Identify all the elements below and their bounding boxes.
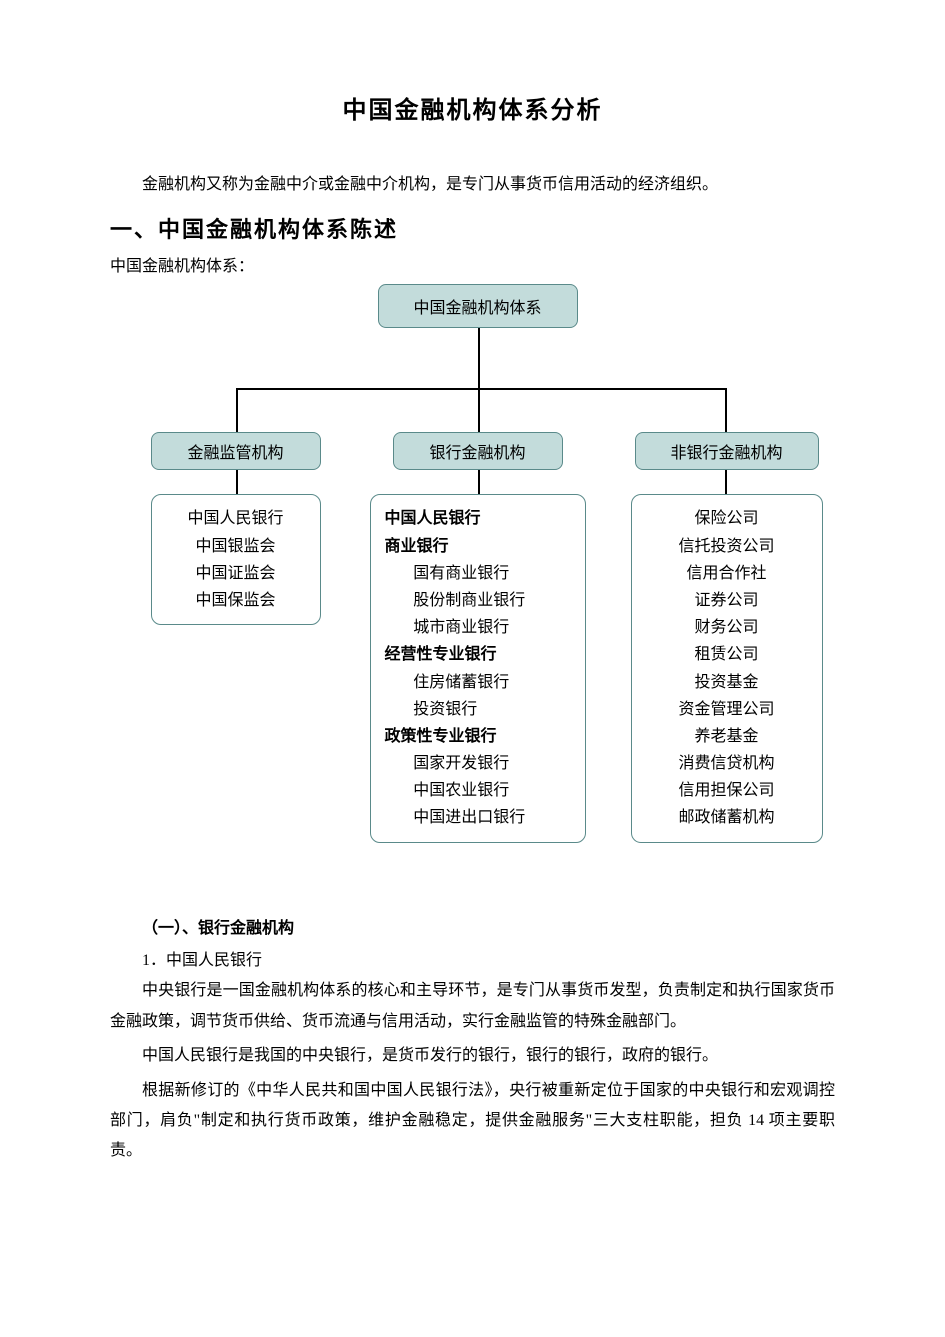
chart-leaf-line: 信用担保公司 — [646, 777, 808, 804]
chart-leaf-line: 信用合作社 — [646, 560, 808, 587]
chart-leaf-line: 中国银监会 — [166, 533, 306, 560]
chart-leaf-line: 中国人民银行 — [166, 505, 306, 532]
chart-leaf-box: 中国人民银行商业银行国有商业银行股份制商业银行城市商业银行经营性专业银行住房储蓄… — [370, 494, 586, 842]
subsection-heading: （一）、银行金融机构 — [110, 914, 835, 938]
org-chart: 中国金融机构体系金融监管机构银行金融机构非银行金融机构中国人民银行中国银监会中国… — [113, 284, 833, 874]
document-title: 中国金融机构体系分析 — [110, 90, 835, 125]
list-item-1: 1．中国人民银行 — [110, 946, 835, 970]
heading-1: 一、中国金融机构体系陈述 — [110, 212, 835, 244]
chart-leaf-line: 信托投资公司 — [646, 533, 808, 560]
paragraph-1: 中央银行是一国金融机构体系的核心和主导环节，是专门从事货币发型，负责制定和执行国… — [110, 976, 835, 1037]
chart-connector — [236, 470, 238, 494]
intro-subtext: 中国金融机构体系： — [110, 252, 835, 276]
chart-leaf-line: 股份制商业银行 — [385, 587, 571, 614]
chart-leaf-line: 住房储蓄银行 — [385, 669, 571, 696]
chart-connector — [236, 388, 238, 432]
chart-connector — [478, 388, 480, 432]
chart-leaf-line: 国家开发银行 — [385, 750, 571, 777]
chart-connector — [725, 388, 727, 432]
chart-leaf-line: 国有商业银行 — [385, 560, 571, 587]
chart-leaf-line: 投资银行 — [385, 696, 571, 723]
chart-leaf-line: 财务公司 — [646, 614, 808, 641]
chart-connector — [478, 328, 480, 388]
chart-leaf-line: 商业银行 — [385, 533, 571, 560]
chart-leaf-line: 政策性专业银行 — [385, 723, 571, 750]
chart-leaf-line: 中国进出口银行 — [385, 804, 571, 831]
chart-leaf-line: 保险公司 — [646, 505, 808, 532]
chart-leaf-line: 证券公司 — [646, 587, 808, 614]
chart-branch-node: 金融监管机构 — [151, 432, 321, 470]
chart-leaf-line: 邮政储蓄机构 — [646, 804, 808, 831]
chart-leaf-line: 租赁公司 — [646, 641, 808, 668]
chart-root-node: 中国金融机构体系 — [378, 284, 578, 328]
chart-branch-node: 非银行金融机构 — [635, 432, 819, 470]
chart-connector — [478, 470, 480, 494]
chart-leaf-line: 中国农业银行 — [385, 777, 571, 804]
chart-leaf-line: 投资基金 — [646, 669, 808, 696]
paragraph-2: 中国人民银行是我国的中央银行，是货币发行的银行，银行的银行，政府的银行。 — [110, 1041, 835, 1071]
intro-text: 金融机构又称为金融中介或金融中介机构，是专门从事货币信用活动的经济组织。 — [110, 170, 835, 200]
chart-connector — [725, 470, 727, 494]
chart-leaf-line: 消费信贷机构 — [646, 750, 808, 777]
chart-leaf-line: 经营性专业银行 — [385, 641, 571, 668]
chart-leaf-line: 资金管理公司 — [646, 696, 808, 723]
chart-leaf-line: 中国保监会 — [166, 587, 306, 614]
chart-leaf-line: 中国人民银行 — [385, 505, 571, 532]
chart-leaf-line: 养老基金 — [646, 723, 808, 750]
chart-branch-node: 银行金融机构 — [393, 432, 563, 470]
chart-leaf-box: 保险公司信托投资公司信用合作社证券公司财务公司租赁公司投资基金资金管理公司养老基… — [631, 494, 823, 842]
paragraph-3: 根据新修订的《中华人民共和国中国人民银行法》，央行被重新定位于国家的中央银行和宏… — [110, 1076, 835, 1167]
chart-leaf-line: 中国证监会 — [166, 560, 306, 587]
chart-leaf-line: 城市商业银行 — [385, 614, 571, 641]
chart-connector — [236, 388, 726, 390]
chart-leaf-box: 中国人民银行中国银监会中国证监会中国保监会 — [151, 494, 321, 625]
